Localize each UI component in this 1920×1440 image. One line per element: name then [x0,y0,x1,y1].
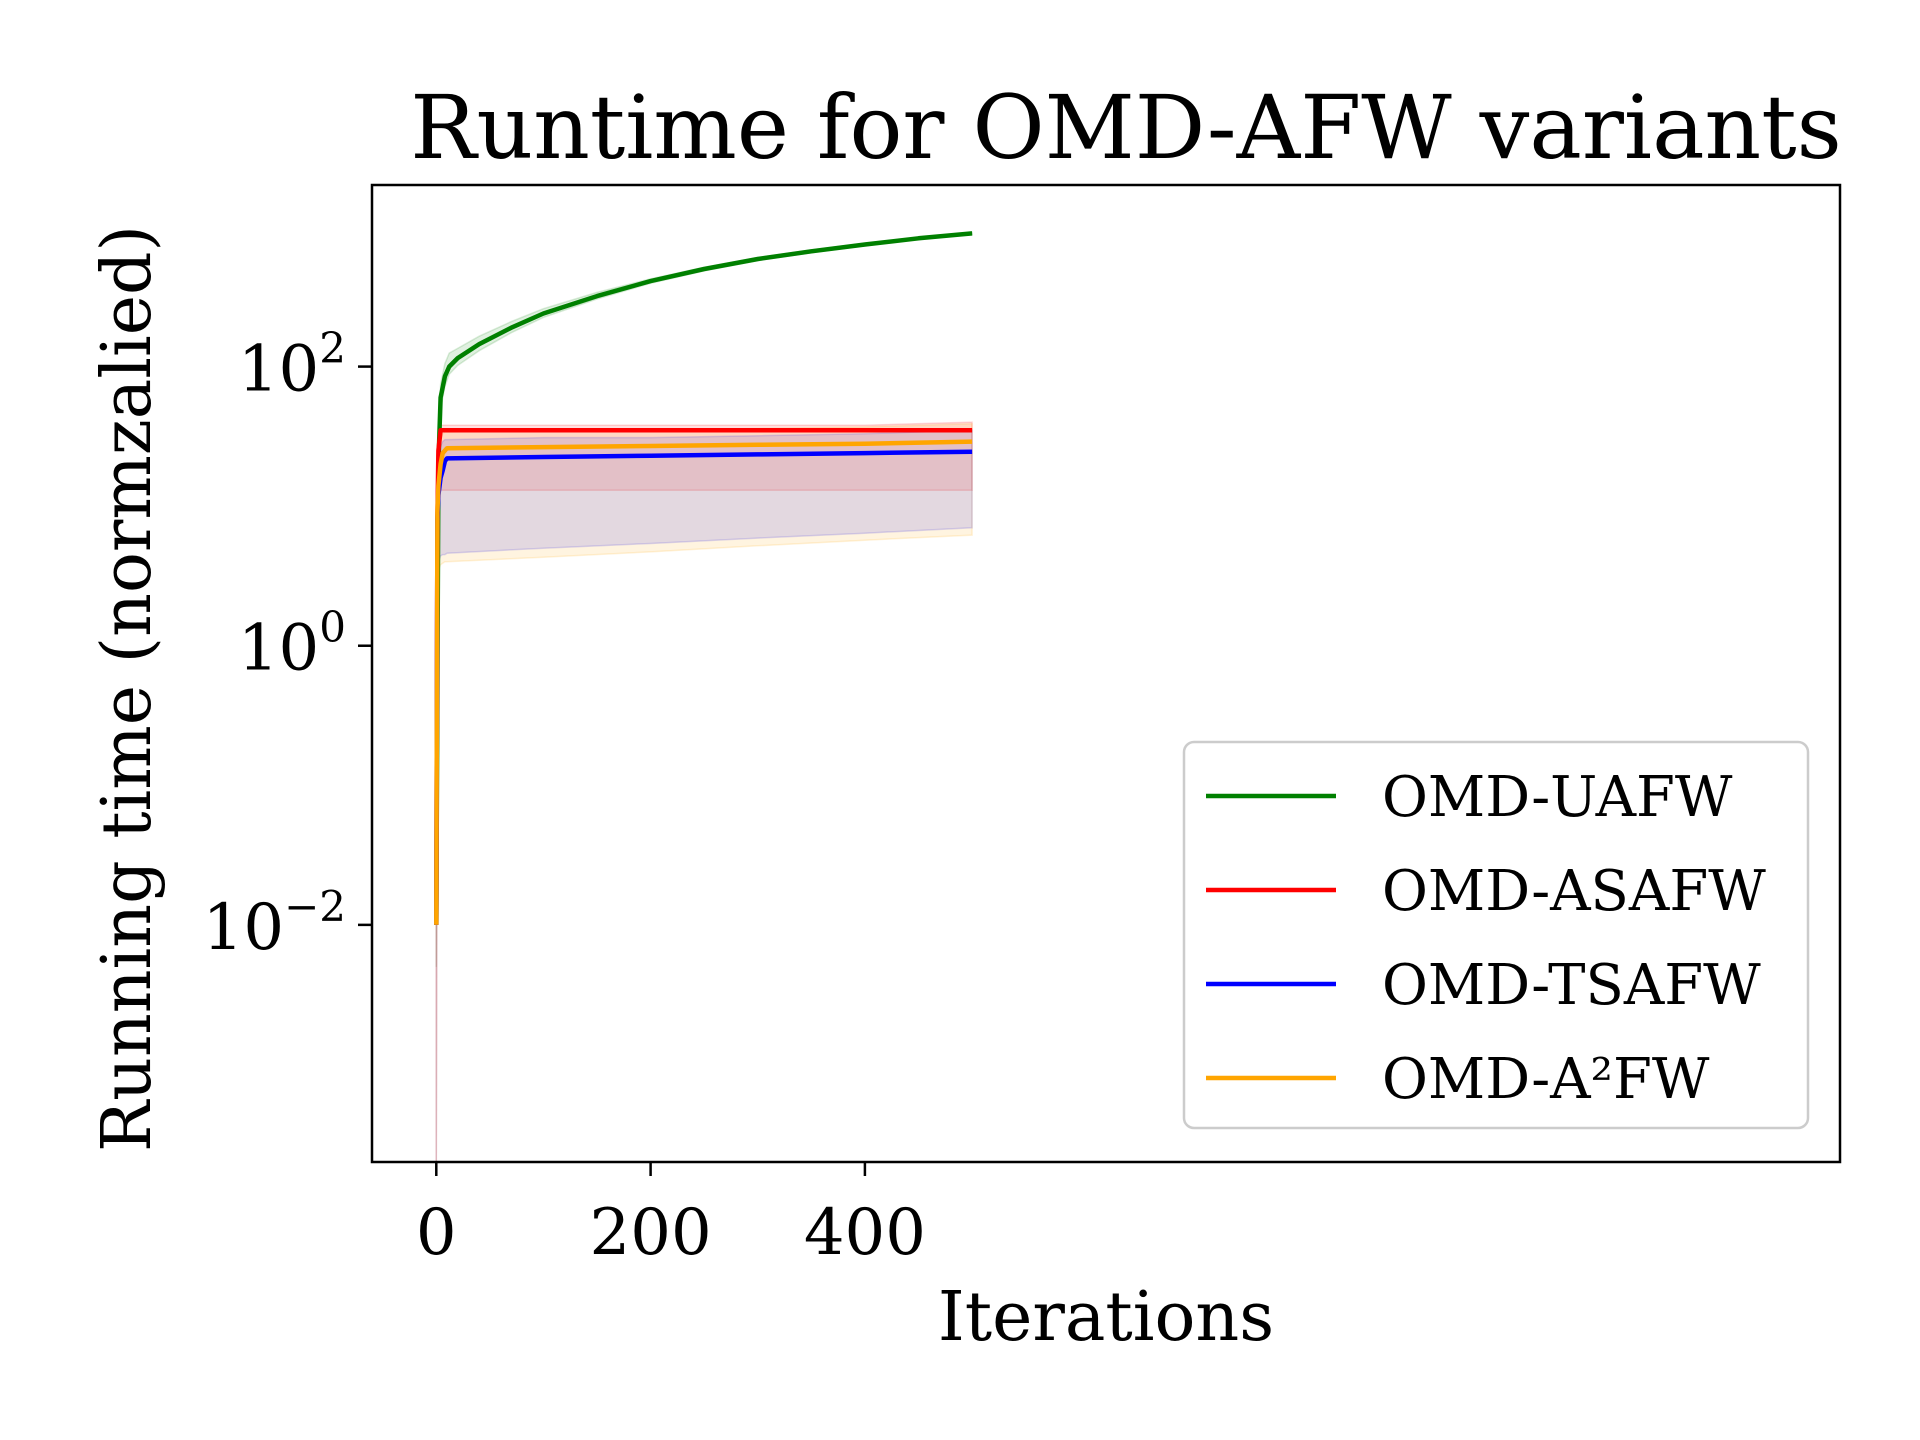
band-1 [435,231,973,967]
y-tick-label: 100 [238,603,346,686]
legend-label-2: OMD-ASAFW [1382,859,1766,924]
series-lines [434,231,973,925]
legend-label-1: OMD-UAFW [1382,765,1733,830]
y-tick-label: 102 [238,324,346,407]
y-axis-label: Running time (normzalied) [88,225,167,1152]
chart-title: Runtime for OMD-AFW variants [410,76,1841,179]
legend-label-3: OMD-TSAFW [1382,953,1761,1018]
series-line-4 [434,439,973,925]
legend: OMD-UAFW OMD-ASAFW OMD-TSAFW OMD-A²FW [1182,740,1810,1130]
axis-ticks: 0 200 400 10−2 100 102 [203,324,926,1270]
confidence-bands [435,231,973,1163]
band-3 [435,429,973,1163]
x-tick-label: 200 [590,1196,712,1270]
series-line-1 [434,231,973,925]
band-4 [435,422,973,1163]
plot-frame [370,183,1842,1164]
x-tick-label: 0 [416,1196,457,1270]
x-tick-label: 400 [804,1196,926,1270]
legend-label-4: OMD-A²FW [1382,1047,1710,1112]
x-axis-label: Iterations [938,1278,1274,1357]
y-tick-label: 10−2 [203,882,346,965]
legend-box [1182,740,1810,1130]
